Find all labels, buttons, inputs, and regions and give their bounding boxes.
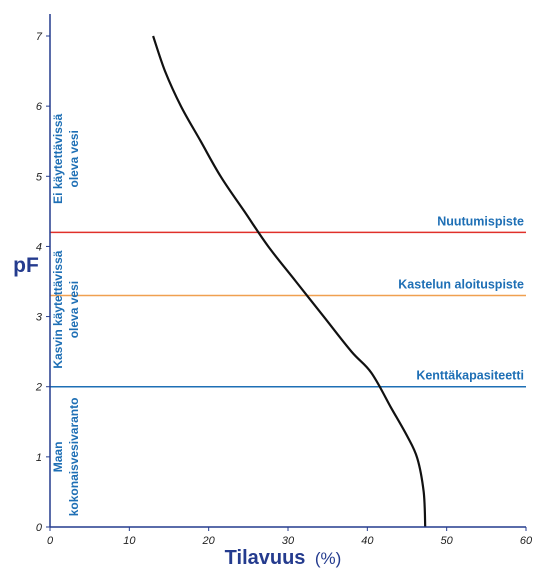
- x-axis-label: Tilavuus (%): [225, 547, 342, 569]
- y-tick-label: 4: [36, 241, 42, 253]
- x-tick-label: 40: [361, 535, 374, 547]
- y-tick-label: 6: [36, 101, 43, 113]
- y-tick-labels: 0 1 2 3 4 5 6 7: [35, 31, 43, 534]
- y-tick-label: 0: [36, 522, 43, 534]
- zone-label-line: Ei käytettävissä: [51, 113, 65, 203]
- x-axis-label-unit: (%): [315, 549, 341, 568]
- zone-label-line: oleva vesi: [67, 130, 81, 187]
- y-axis-label: pF: [13, 254, 39, 277]
- zone-label-line: kokonaisvesivaranto: [67, 398, 81, 517]
- zone-label-line: oleva vesi: [67, 281, 81, 338]
- x-tick-label: 50: [441, 535, 454, 547]
- axes: [46, 14, 527, 531]
- y-tick-label: 1: [36, 452, 42, 464]
- reference-lines: [50, 231, 526, 388]
- x-tick-label: 60: [520, 535, 533, 547]
- zone-label-line: Maan: [51, 442, 65, 473]
- curve-layer: [152, 35, 427, 528]
- x-tick-label: 10: [123, 535, 136, 547]
- reference-line-label: Kastelun aloituspiste: [398, 278, 524, 292]
- zone-label-line: Kasvin käytettävissä: [51, 250, 65, 368]
- y-tick-label: 7: [36, 31, 43, 43]
- reference-line-label: Nuutumispiste: [437, 214, 524, 228]
- y-tick-label: 5: [36, 171, 43, 183]
- x-tick-label: 20: [202, 535, 216, 547]
- x-axis-label-main: Tilavuus: [225, 547, 306, 569]
- y-tick-label: 2: [35, 382, 42, 394]
- y-tick-label: 3: [36, 312, 43, 324]
- x-tick-labels: 0 10 20 30 40 50 60: [47, 535, 533, 547]
- retention-curve: [152, 35, 427, 528]
- reference-line-label: Kenttäkapasiteetti: [416, 369, 524, 383]
- reference-line-labels: Nuutumispiste Kastelun aloituspiste Kenttä…: [398, 214, 524, 382]
- x-tick-label: 0: [47, 535, 54, 547]
- x-tick-label: 30: [282, 535, 295, 547]
